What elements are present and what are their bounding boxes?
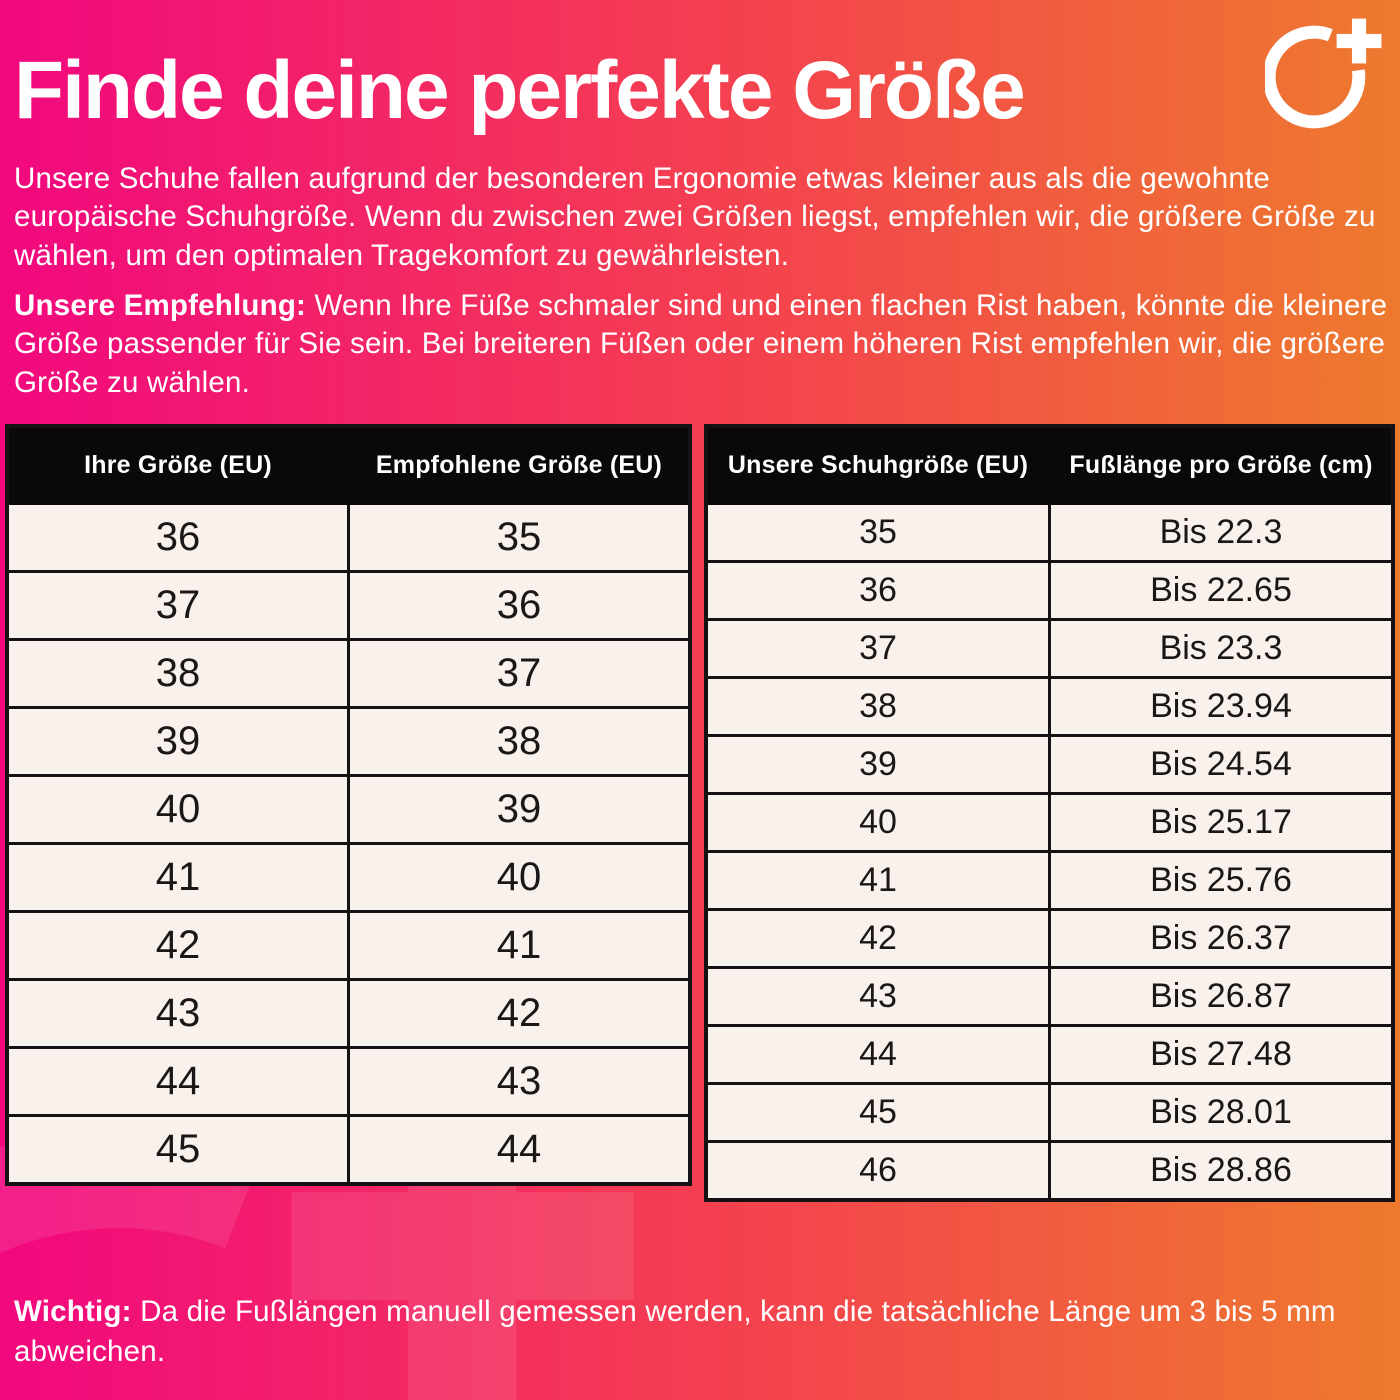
table-cell: Bis 26.37	[1048, 908, 1395, 969]
column-header-recommended-size: Empfohlene Größe (EU)	[347, 424, 692, 505]
table-cell: Bis 23.3	[1048, 618, 1395, 679]
table-cell: Bis 26.87	[1048, 966, 1395, 1027]
table-cell: 36	[347, 570, 692, 641]
table-cell: 39	[5, 706, 350, 777]
table-cell: Bis 28.01	[1048, 1082, 1395, 1143]
table-row: 45 44	[5, 1114, 692, 1186]
table-cell: 39	[347, 774, 692, 845]
table-row: 43 Bis 26.87	[704, 966, 1395, 1027]
table-cell: 40	[704, 792, 1051, 853]
table-cell: 35	[347, 502, 692, 573]
table-row: 40 Bis 25.17	[704, 792, 1395, 853]
page-title: Finde deine perfekte Größe	[14, 45, 1026, 136]
table-row: 38 37	[5, 638, 692, 709]
table-cell: 37	[704, 618, 1051, 679]
table-cell: 42	[5, 910, 350, 981]
table-cell: 43	[704, 966, 1051, 1027]
tables-section: Ihre Größe (EU) Empfohlene Größe (EU) 36…	[5, 424, 1395, 1202]
table-cell: 36	[704, 560, 1051, 621]
table-cell: 40	[5, 774, 350, 845]
foot-length-table-body: 35 Bis 22.3 36 Bis 22.65 37 Bis 23.3 38 Bis 23.…	[704, 502, 1395, 1202]
foot-length-table-head: Unsere Schuhgröße (EU) Fußlänge pro Größ…	[704, 424, 1395, 505]
table-cell: 41	[347, 910, 692, 981]
table-row: 39 Bis 24.54	[704, 734, 1395, 795]
table-cell: 35	[704, 502, 1051, 563]
table-cell: Bis 22.65	[1048, 560, 1395, 621]
table-cell: Bis 28.86	[1048, 1140, 1395, 1202]
recommendation-text: Unsere Empfehlung: Wenn Ihre Füße schmal…	[14, 287, 1388, 402]
table-row: 42 Bis 26.37	[704, 908, 1395, 969]
table-cell: 38	[704, 676, 1051, 737]
table-row: 45 Bis 28.01	[704, 1082, 1395, 1143]
table-cell: Bis 24.54	[1048, 734, 1395, 795]
table-cell: Bis 25.76	[1048, 850, 1395, 911]
table-cell: 38	[347, 706, 692, 777]
table-cell: 36	[5, 502, 350, 573]
table-cell: Bis 25.17	[1048, 792, 1395, 853]
table-cell: 45	[5, 1114, 350, 1186]
table-row: 36 Bis 22.65	[704, 560, 1395, 621]
intro-text: Unsere Schuhe fallen aufgrund der besond…	[14, 162, 1376, 272]
table-row: 41 40	[5, 842, 692, 913]
table-cell: 37	[347, 638, 692, 709]
table-header-row: Unsere Schuhgröße (EU) Fußlänge pro Größ…	[704, 424, 1395, 505]
table-row: 42 41	[5, 910, 692, 981]
table-cell: 43	[5, 978, 350, 1049]
table-row: 44 Bis 27.48	[704, 1024, 1395, 1085]
brand-logo-icon	[1265, 18, 1382, 129]
table-cell: Bis 27.48	[1048, 1024, 1395, 1085]
table-row: 35 Bis 22.3	[704, 502, 1395, 563]
table-row: 40 39	[5, 774, 692, 845]
table-cell: 41	[5, 842, 350, 913]
table-cell: 39	[704, 734, 1051, 795]
table-cell: Bis 23.94	[1048, 676, 1395, 737]
table-header-row: Ihre Größe (EU) Empfohlene Größe (EU)	[5, 424, 692, 505]
table-row: 39 38	[5, 706, 692, 777]
table-cell: 44	[704, 1024, 1051, 1085]
size-conversion-table: Ihre Größe (EU) Empfohlene Größe (EU) 36…	[5, 424, 692, 1186]
column-header-foot-length: Fußlänge pro Größe (cm)	[1048, 424, 1395, 505]
table-cell: Bis 22.3	[1048, 502, 1395, 563]
table-row: 37 Bis 23.3	[704, 618, 1395, 679]
note-label: Wichtig:	[14, 1295, 132, 1328]
table-cell: 44	[5, 1046, 350, 1117]
table-cell: 43	[347, 1046, 692, 1117]
column-header-your-size: Ihre Größe (EU)	[5, 424, 350, 505]
table-cell: 42	[704, 908, 1051, 969]
table-cell: 41	[704, 850, 1051, 911]
table-row: 41 Bis 25.76	[704, 850, 1395, 911]
table-cell: 38	[5, 638, 350, 709]
table-cell: 46	[704, 1140, 1051, 1202]
recommendation-body: Wenn Ihre Füße schmaler sind und einen f…	[14, 289, 1388, 399]
table-row: 43 42	[5, 978, 692, 1049]
table-row: 38 Bis 23.94	[704, 676, 1395, 737]
note-text: Wichtig: Da die Fußlängen manuell gemess…	[14, 1292, 1362, 1372]
foot-length-table: Unsere Schuhgröße (EU) Fußlänge pro Größ…	[704, 424, 1395, 1202]
size-conversion-table-body: 36 35 37 36 38 37 39 38 40 39 41 40 42 41 43 42 44 43 45 44	[5, 502, 692, 1186]
table-row: 46 Bis 28.86	[704, 1140, 1395, 1202]
table-row: 44 43	[5, 1046, 692, 1117]
table-row: 37 36	[5, 570, 692, 641]
note-body: Da die Fußlängen manuell gemessen werden…	[14, 1295, 1336, 1368]
size-conversion-table-head: Ihre Größe (EU) Empfohlene Größe (EU)	[5, 424, 692, 505]
column-header-shoe-size: Unsere Schuhgröße (EU)	[704, 424, 1051, 505]
table-cell: 44	[347, 1114, 692, 1186]
table-cell: 40	[347, 842, 692, 913]
recommendation-label: Unsere Empfehlung:	[14, 289, 307, 322]
table-cell: 42	[347, 978, 692, 1049]
table-row: 36 35	[5, 502, 692, 573]
table-cell: 45	[704, 1082, 1051, 1143]
table-cell: 37	[5, 570, 350, 641]
